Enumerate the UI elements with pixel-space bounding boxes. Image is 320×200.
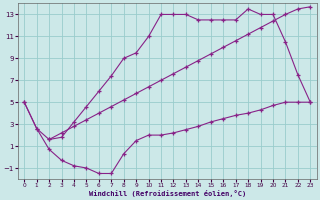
X-axis label: Windchill (Refroidissement éolien,°C): Windchill (Refroidissement éolien,°C) <box>89 190 246 197</box>
